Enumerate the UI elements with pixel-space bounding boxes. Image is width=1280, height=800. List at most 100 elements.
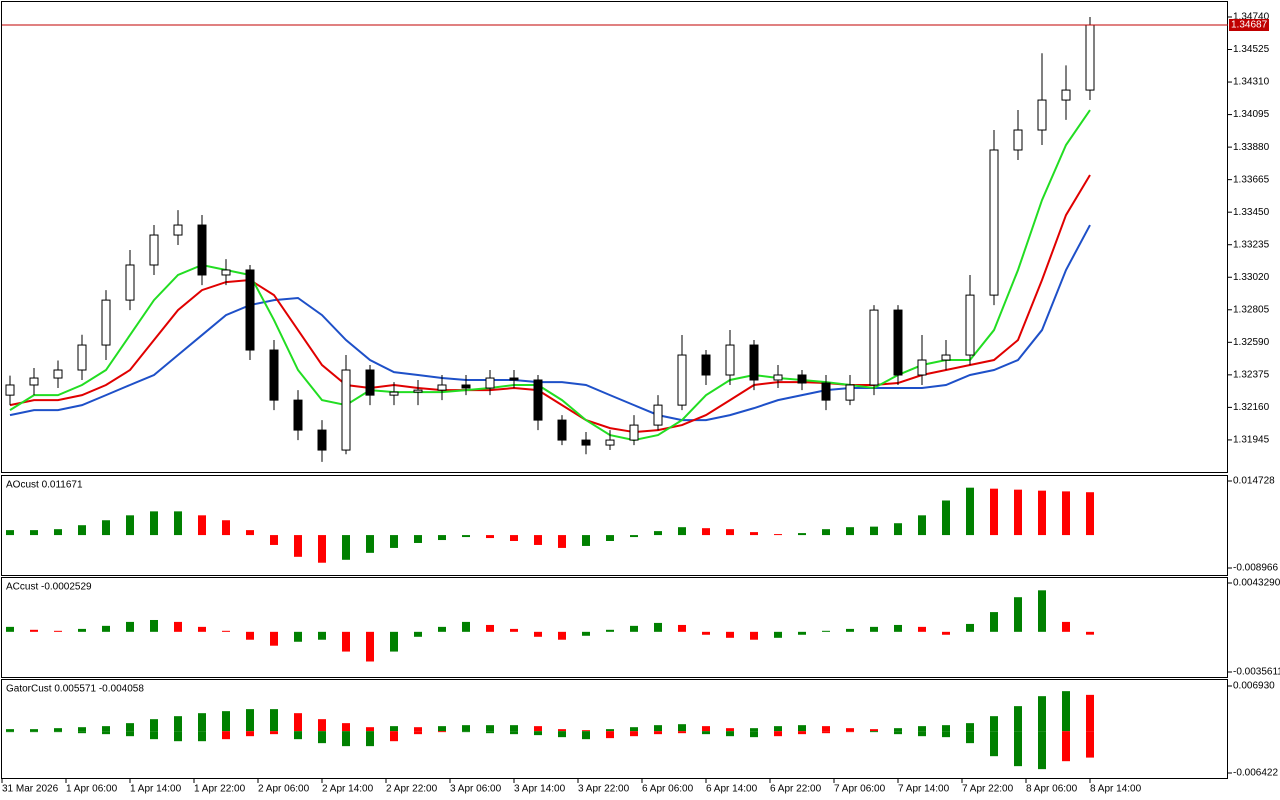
y-tick-label: 1.34740 <box>1233 12 1270 23</box>
histogram-bar <box>126 621 134 632</box>
gator-bar <box>606 729 614 732</box>
gator-bar <box>366 731 374 747</box>
histogram-bar <box>798 631 806 635</box>
candle-body <box>413 389 423 393</box>
gator-bar <box>126 723 134 732</box>
gator-bar <box>654 725 662 732</box>
histogram-bar <box>510 535 518 541</box>
candle-body <box>869 309 879 386</box>
price-label: 1.34687 <box>1231 20 1268 31</box>
histogram-bar <box>750 631 758 640</box>
gator-bar <box>174 731 182 742</box>
gator-bar <box>150 719 158 732</box>
histogram-bar <box>1086 631 1094 635</box>
panel-title: GatorCust 0.005571 -0.004058 <box>6 684 144 695</box>
gator-bar <box>342 723 350 732</box>
gator-bar <box>630 727 638 732</box>
gator-bar <box>1038 731 1046 770</box>
candle-body <box>845 384 855 401</box>
histogram-bar <box>486 624 494 632</box>
x-tick-label: 2 Apr 14:00 <box>322 784 374 795</box>
indicator-line <box>9 174 1091 434</box>
candle-body <box>461 384 471 389</box>
histogram-bar <box>150 619 158 632</box>
panel-title: AOcust 0.011671 <box>6 480 83 491</box>
gator-bar <box>798 731 806 735</box>
gator-bar <box>534 731 542 736</box>
histogram-bar <box>150 511 158 536</box>
indicator-line <box>9 109 1091 442</box>
x-tick-label: 1 Apr 22:00 <box>194 784 246 795</box>
histogram-bar <box>966 487 974 536</box>
y-tick-label: 1.33880 <box>1233 142 1270 153</box>
price-label-box <box>1229 19 1269 32</box>
gator-bar <box>1014 706 1022 732</box>
gator-bar <box>198 713 206 732</box>
histogram-bar <box>726 631 734 638</box>
gator-bar <box>462 725 470 732</box>
y-tick-label: 1.32590 <box>1233 337 1270 348</box>
gator-bar <box>918 726 926 732</box>
histogram-bar <box>822 630 830 632</box>
gator-bar <box>726 731 734 737</box>
candle-body <box>989 149 999 296</box>
histogram-bar <box>606 535 614 541</box>
histogram-bar <box>534 631 542 637</box>
y-tick-label: 1.34525 <box>1233 44 1270 55</box>
gator-bar <box>1086 731 1094 758</box>
gator-bar <box>894 728 902 732</box>
candle-body <box>101 299 111 346</box>
candle-body <box>1061 89 1071 101</box>
gator-bar <box>78 731 86 734</box>
gator-bar <box>510 731 518 735</box>
candle-body <box>245 269 255 351</box>
gator-bar <box>990 731 998 757</box>
gator-bar <box>774 731 782 737</box>
y-tick-label: -0.006422 <box>1233 768 1278 779</box>
y-tick-label: 0.006930 <box>1233 681 1275 692</box>
histogram-bar <box>6 530 14 536</box>
candle-body <box>341 369 351 451</box>
candle-body <box>365 369 375 396</box>
histogram-bar <box>918 626 926 632</box>
candle-body <box>1085 24 1095 91</box>
candle-body <box>29 377 39 386</box>
main-panel-frame <box>1 1 1228 473</box>
histogram-bar <box>726 529 734 536</box>
x-tick-label: 8 Apr 14:00 <box>1090 784 1142 795</box>
gator-bar <box>870 729 878 732</box>
histogram-bar <box>1014 489 1022 536</box>
gator-bar <box>30 729 38 732</box>
gator-bar <box>630 731 638 737</box>
y-tick-label: 0.014728 <box>1233 476 1275 487</box>
y-tick-label: 1.31945 <box>1233 435 1270 446</box>
gator-bar <box>222 711 230 732</box>
gator-bar <box>774 726 782 732</box>
histogram-bar <box>870 626 878 632</box>
gator-bar <box>150 731 158 740</box>
gator-bar <box>486 731 494 734</box>
gator-bar <box>1062 731 1070 762</box>
histogram-bar <box>942 500 950 536</box>
x-tick-label: 2 Apr 06:00 <box>258 784 310 795</box>
histogram-bar <box>414 631 422 637</box>
gator-bar <box>270 709 278 732</box>
ao-panel-frame <box>1 475 1228 576</box>
gator-bar <box>966 723 974 732</box>
histogram-bar <box>30 530 38 536</box>
histogram-bar <box>222 630 230 632</box>
y-tick-label: 1.32805 <box>1233 304 1270 315</box>
candle-body <box>677 354 687 406</box>
histogram-bar <box>78 628 86 632</box>
gator-bar <box>414 731 422 735</box>
histogram-bar <box>654 622 662 632</box>
histogram-bar <box>1014 597 1022 632</box>
candle-body <box>797 374 807 384</box>
histogram-bar <box>894 523 902 536</box>
gator-bar <box>822 726 830 732</box>
gator-bar <box>246 709 254 732</box>
candle-body <box>941 354 951 361</box>
histogram-bar <box>198 515 206 536</box>
histogram-bar <box>870 526 878 536</box>
